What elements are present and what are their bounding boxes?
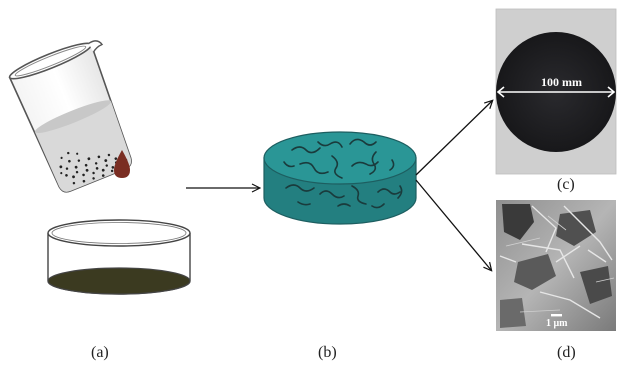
panel-label-d: (d) bbox=[557, 344, 576, 361]
arrow-b-to-d bbox=[415, 179, 491, 270]
panel-label-b: (b) bbox=[318, 344, 337, 361]
particles bbox=[59, 151, 128, 185]
beaker bbox=[8, 40, 132, 193]
measurement-label: 100 mm bbox=[541, 75, 582, 89]
petri-dish bbox=[47, 219, 191, 295]
scale-bar bbox=[551, 314, 562, 317]
membrane-disk bbox=[263, 131, 417, 225]
sem-image bbox=[496, 200, 616, 331]
arrow-b-to-c bbox=[415, 101, 492, 176]
fibers bbox=[283, 138, 403, 209]
panel-label-a: (a) bbox=[91, 344, 109, 361]
scale-bar-label: 1 μm bbox=[546, 318, 568, 329]
membrane-photo bbox=[495, 8, 617, 175]
droplet bbox=[114, 150, 130, 178]
panel-label-c: (c) bbox=[557, 176, 575, 193]
